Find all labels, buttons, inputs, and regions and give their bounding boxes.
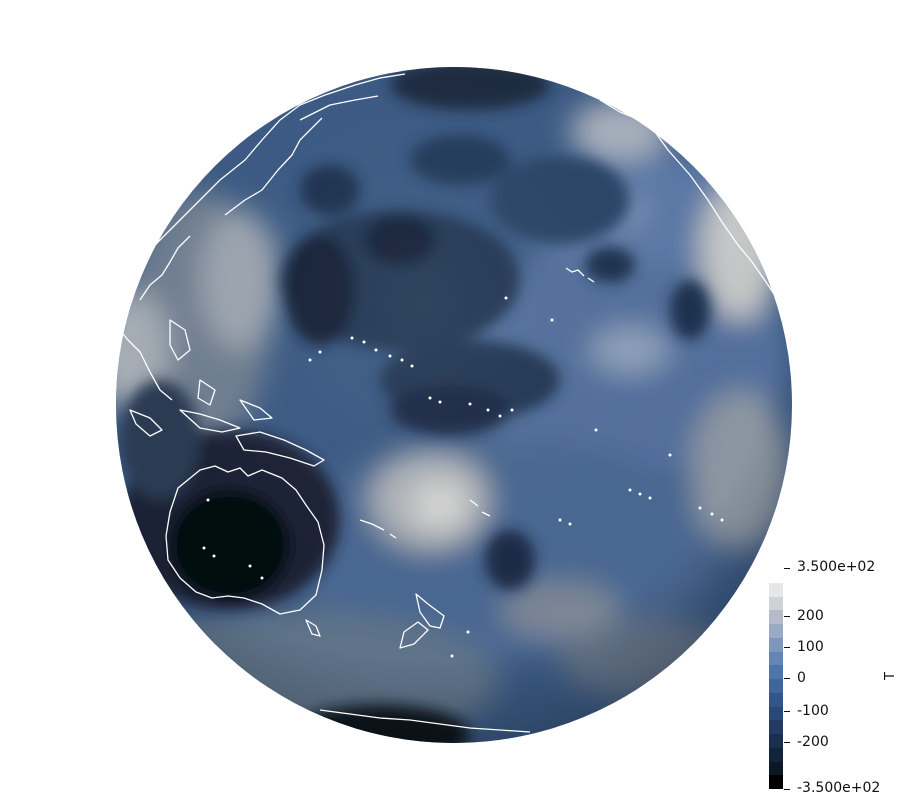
legend-tick	[784, 678, 790, 679]
colorbar-band	[769, 761, 783, 776]
legend-tick	[784, 616, 790, 617]
north-america-coastline	[519, 71, 779, 301]
coastlines	[119, 71, 779, 733]
antarctica-coastline	[319, 709, 531, 733]
legend-tick	[784, 711, 790, 712]
legend-min-label: -3.500e+02	[797, 780, 881, 796]
colorbar	[769, 583, 783, 790]
colorbar-band	[769, 637, 783, 652]
legend-max-tick	[784, 568, 790, 569]
legend-tick-label: -100	[797, 703, 829, 719]
legend-tick	[784, 647, 790, 648]
colorbar-band	[769, 734, 783, 748]
colorbar-band	[769, 747, 783, 762]
legend-tick-label: -200	[797, 734, 829, 750]
legend-tick-label: 200	[797, 608, 824, 624]
colorbar-band	[769, 706, 783, 721]
colorbar-band	[769, 665, 783, 680]
new-zealand-coastline	[415, 593, 445, 629]
legend-tick	[784, 742, 790, 743]
colorbar-band	[769, 596, 783, 611]
colorbar-band	[769, 610, 783, 625]
colorbar-band	[769, 720, 783, 735]
colorbar-band	[769, 583, 783, 597]
island-dots	[202, 296, 724, 658]
asia-coastline	[149, 73, 406, 251]
legend-tick-label: 100	[797, 639, 824, 655]
legend-title: T	[882, 672, 898, 680]
legend-max-label: 3.500e+02	[797, 559, 876, 575]
australia-coastline	[165, 465, 325, 615]
colorbar-band	[769, 775, 783, 790]
scalar-field-layer	[116, 67, 792, 743]
legend-tick-label: 0	[797, 670, 806, 686]
colorbar-band	[769, 651, 783, 666]
colorbar-band	[769, 692, 783, 707]
colorbar-band	[769, 679, 783, 693]
legend-min-tick	[784, 789, 790, 790]
colorbar-band	[769, 624, 783, 638]
new-guinea-coastline	[235, 431, 325, 467]
